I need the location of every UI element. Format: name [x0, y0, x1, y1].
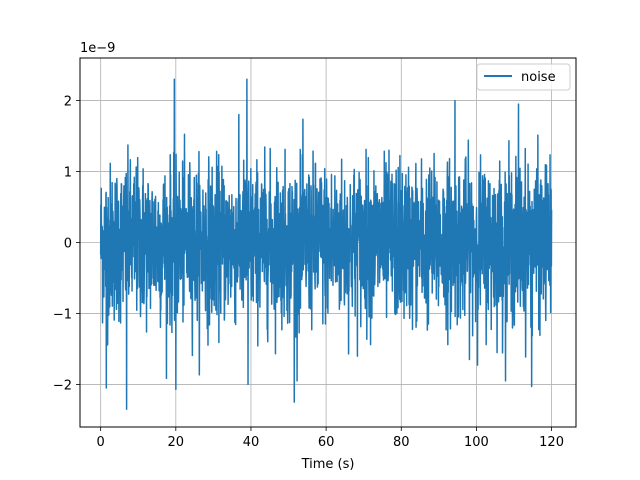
- series-line-noise: [99, 78, 553, 411]
- legend: noise: [476, 63, 571, 91]
- y-ticks: 2 1 0 −1 −2: [53, 95, 80, 393]
- legend-label-noise: noise: [521, 70, 556, 85]
- series-layer: [99, 78, 553, 411]
- x-tick-label: 60: [318, 435, 335, 450]
- y-tick-label: 0: [64, 237, 72, 252]
- x-tick-label: 0: [97, 435, 105, 450]
- x-tick-label: 80: [393, 435, 410, 450]
- legend-box: [476, 63, 571, 91]
- x-ticks: 0 20 40 60 80 100 120: [97, 427, 564, 450]
- y-multiplier-label: 1e−9: [80, 41, 115, 56]
- y-tick-label: 2: [64, 95, 72, 110]
- y-tick-label: −1: [53, 307, 72, 322]
- x-tick-label: 40: [243, 435, 260, 450]
- x-tick-label: 20: [168, 435, 185, 450]
- y-tick-label: 1: [64, 166, 72, 181]
- x-tick-label: 120: [539, 435, 564, 450]
- x-axis-label: Time (s): [301, 457, 355, 472]
- x-tick-label: 100: [464, 435, 489, 450]
- y-tick-label: −2: [53, 378, 72, 393]
